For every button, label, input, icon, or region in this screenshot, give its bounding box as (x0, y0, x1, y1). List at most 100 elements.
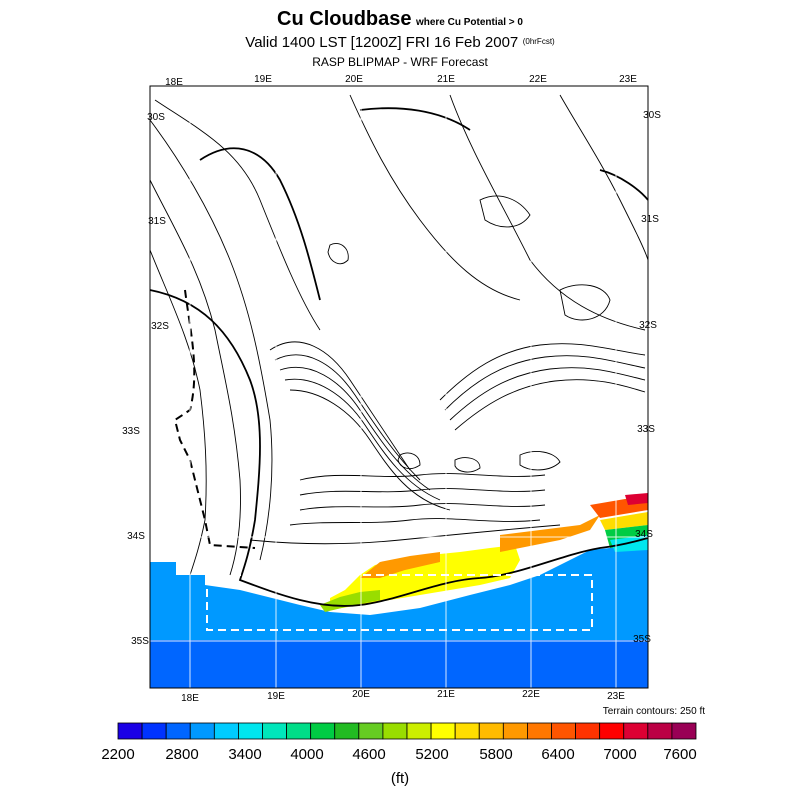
contour-line (269, 341, 411, 471)
lat-label-right: 34S (635, 529, 653, 540)
terrain-note: Terrain contours: 250 ft (603, 706, 705, 717)
lat-label-right: 31S (641, 214, 659, 225)
contour-thick (199, 147, 321, 301)
left-lat-labels: 30S 31S 32S 33S 34S 35S (122, 112, 169, 647)
legend-swatch (165, 722, 191, 740)
legend-tick-label: 4000 (290, 746, 323, 763)
chart-title: Cu Cloudbase (277, 8, 412, 30)
legend-swatch (141, 722, 167, 740)
legend-tick-label: 7000 (603, 746, 636, 763)
legend-swatch (358, 722, 384, 740)
contour-loop (327, 243, 349, 265)
lon-label-bottom: 21E (437, 689, 455, 700)
legend-tick-label: 6400 (541, 746, 574, 763)
contour-line (289, 389, 451, 511)
legend-swatch (286, 722, 312, 740)
contour-line (274, 354, 421, 481)
contour-line (439, 343, 646, 401)
title-line: Cu Cloudbase where Cu Potential > 0 (0, 8, 800, 31)
contour-loop (559, 284, 611, 321)
contour-line (444, 355, 646, 411)
fill-gold (600, 512, 648, 530)
map-frame (149, 85, 649, 689)
lon-label-top: 23E (619, 74, 637, 85)
legend-swatch (430, 722, 456, 740)
top-lon-labels: 18E 19E 20E 21E 22E 23E (165, 74, 637, 88)
grid-lines (150, 86, 648, 688)
coastline-thick (149, 289, 649, 607)
lon-label-top: 19E (254, 74, 272, 85)
contour-line (449, 94, 646, 331)
dashed-boundary (173, 289, 256, 549)
lat-label-left: 31S (148, 216, 166, 227)
legend-swatch (382, 722, 408, 740)
contour-line (149, 179, 241, 576)
boundary-dashed-white (206, 574, 593, 631)
legend-tick-label: 3400 (228, 746, 261, 763)
lat-label-left: 33S (122, 426, 140, 437)
lon-label-bottom: 23E (607, 691, 625, 702)
legend-swatch (647, 722, 673, 740)
lat-label-left: 32S (151, 321, 169, 332)
lon-label-bottom: 20E (352, 689, 370, 700)
contour-loop (519, 451, 561, 471)
legend-swatch (623, 722, 649, 740)
legend-swatch (238, 722, 263, 740)
lat-label-right: 35S (633, 634, 651, 645)
lat-label-right: 30S (643, 110, 661, 121)
right-lat-labels: 30S 31S 32S 33S 34S 35S (633, 110, 661, 645)
legend-tick-label: 5800 (479, 746, 512, 763)
legend-swatch (671, 722, 697, 740)
legend-swatch (575, 722, 601, 740)
contour-loop (454, 457, 481, 473)
lon-label-bottom: 22E (522, 689, 540, 700)
lat-label-right: 33S (637, 424, 655, 435)
lon-label-top: 18E (165, 77, 183, 88)
fill-orange (360, 552, 440, 578)
legend-swatch (599, 722, 625, 740)
valid-time: Valid 1400 LST [1200Z] FRI 16 Feb 2007 (245, 34, 519, 51)
cloudbase-color-fill (150, 493, 648, 688)
title-note: where Cu Potential > 0 (415, 17, 523, 28)
fill-red (625, 493, 648, 505)
subtitle: RASP BLIPMAP - WRF Forecast (312, 55, 488, 69)
contour-line (249, 524, 561, 545)
contour-loop (479, 195, 531, 228)
contour-line (454, 379, 646, 431)
contour-line (449, 367, 646, 421)
contour-loop (397, 452, 421, 470)
contour-line (349, 94, 521, 301)
contour-line (279, 366, 431, 491)
legend-swatch (213, 722, 239, 740)
contour-thick (359, 107, 471, 131)
legend-tick-label: 7600 (663, 746, 696, 763)
contour-thick (599, 169, 649, 201)
legend-swatch (478, 722, 504, 740)
contour-line (299, 488, 546, 496)
contour-line (149, 249, 207, 576)
legend-tick-label: 2800 (165, 746, 198, 763)
boundary-dashed-black (173, 289, 256, 549)
fill-orange-east (500, 515, 600, 552)
bottom-lon-labels: 18E 19E 20E 21E 22E 23E (181, 689, 625, 704)
legend-swatch (189, 722, 215, 740)
legend-swatch (502, 722, 528, 740)
lon-label-top: 22E (529, 74, 547, 85)
legend-tick-label: 5200 (415, 746, 448, 763)
contour-line (299, 473, 546, 481)
legend-swatch (454, 722, 480, 740)
legend-swatch (527, 722, 552, 740)
contour-line (284, 378, 441, 501)
contour-line (289, 518, 541, 526)
contour-line (154, 99, 321, 331)
legend-swatch (551, 722, 576, 740)
terrain-contours (149, 94, 649, 607)
legend-unit: (ft) (391, 770, 409, 787)
lat-label-left: 34S (127, 531, 145, 542)
fill-blue (150, 545, 648, 640)
contour-line (149, 119, 273, 561)
lat-label-left: 30S (147, 112, 165, 123)
legend-swatch (406, 722, 432, 740)
contour-line (559, 94, 649, 261)
lat-label-left: 35S (131, 636, 149, 647)
